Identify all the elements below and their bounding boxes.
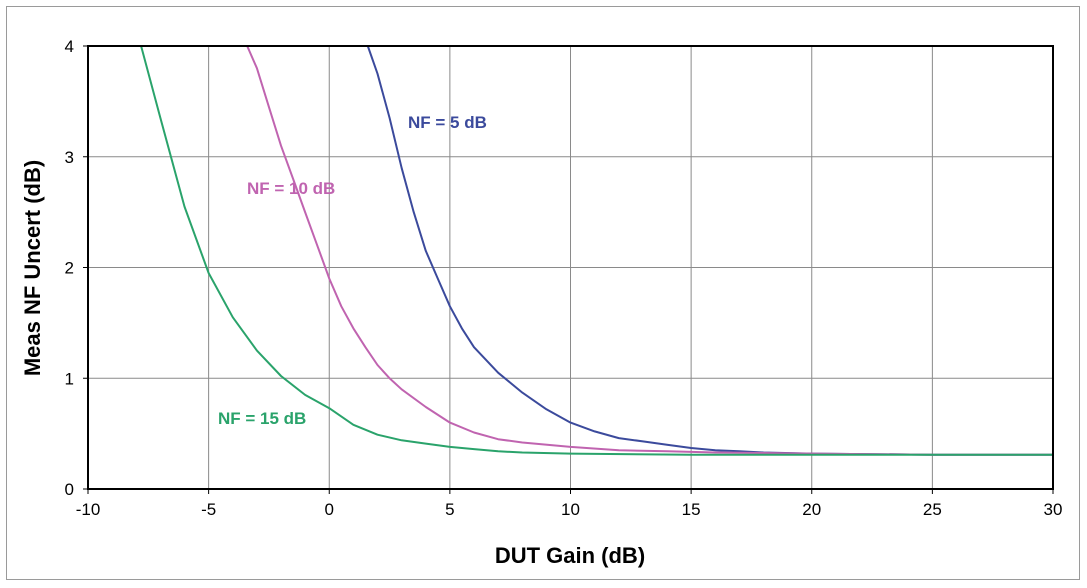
grid-lines: [83, 45, 1054, 494]
x-tick-label: -5: [201, 500, 216, 519]
x-tick-label: 5: [445, 500, 454, 519]
x-tick-label: -10: [76, 500, 101, 519]
x-tick-labels: -10 -5 0 5 10 15 20 25 30: [76, 500, 1063, 519]
x-tick-label: 20: [802, 500, 821, 519]
x-axis-title: DUT Gain (dB): [495, 543, 645, 568]
series-line-1: [366, 45, 1053, 456]
x-tick-label: 0: [325, 500, 334, 519]
plot-border: [87, 45, 1054, 490]
y-tick-label: 0: [65, 480, 74, 499]
y-tick-label: 3: [65, 148, 74, 167]
y-tick-labels: 0 1 2 3 4: [65, 37, 74, 499]
x-tick-label: 15: [682, 500, 701, 519]
series-lines: [140, 45, 1053, 456]
series-label-1: NF = 5 dB: [408, 113, 487, 132]
y-tick-label: 4: [65, 37, 74, 56]
y-tick-label: 2: [65, 259, 74, 278]
series-line-3: [140, 45, 1053, 456]
y-tick-label: 1: [65, 369, 74, 388]
series-labels: NF = 5 dB NF = 10 dB NF = 15 dB: [218, 113, 487, 428]
x-tick-label: 10: [561, 500, 580, 519]
x-tick-label: 30: [1044, 500, 1063, 519]
series-line-2: [246, 45, 1053, 456]
series-label-2: NF = 10 dB: [247, 179, 335, 198]
y-axis-title: Meas NF Uncert (dB): [20, 160, 45, 376]
series-label-3: NF = 15 dB: [218, 409, 306, 428]
x-tick-label: 25: [923, 500, 942, 519]
